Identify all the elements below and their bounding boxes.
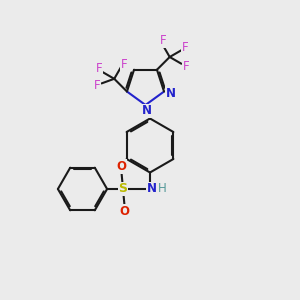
- Text: F: F: [160, 34, 166, 47]
- Text: F: F: [96, 62, 102, 75]
- Text: O: O: [119, 205, 130, 218]
- Text: H: H: [158, 182, 167, 196]
- Text: F: F: [182, 41, 188, 54]
- Text: F: F: [94, 79, 100, 92]
- Text: F: F: [121, 58, 127, 70]
- Text: O: O: [116, 160, 127, 173]
- Text: N: N: [142, 104, 152, 118]
- Text: F: F: [183, 60, 189, 73]
- Text: N: N: [166, 86, 176, 100]
- Text: S: S: [118, 182, 127, 196]
- Text: N: N: [146, 182, 157, 196]
